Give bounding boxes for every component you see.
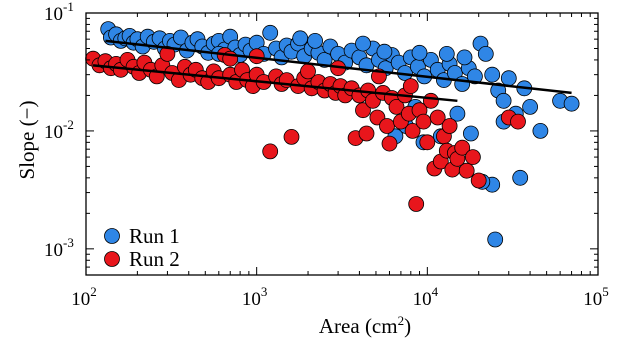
legend-marker-run-1 <box>104 228 120 244</box>
point-run-1-65 <box>477 46 494 62</box>
point-run-2-79 <box>381 135 398 152</box>
x-axis-label-sup: 2 <box>398 313 405 328</box>
point-run-1-83 <box>462 125 479 142</box>
point-run-1-71 <box>512 169 529 186</box>
trend-line-run-1 <box>105 39 572 95</box>
point-run-1-94 <box>456 49 473 66</box>
point-run-1-93 <box>438 46 455 62</box>
y-axis-label: Slope (−) <box>15 101 39 180</box>
legend-marker-run-2 <box>104 251 120 267</box>
point-run-2-78 <box>358 125 375 142</box>
point-run-1-86 <box>449 105 466 122</box>
point-run-1-66 <box>484 66 501 83</box>
point-run-2-53 <box>379 118 395 134</box>
point-run-2-76 <box>464 149 481 166</box>
point-run-2-55 <box>388 99 405 115</box>
point-run-1-95 <box>376 43 393 60</box>
point-run-1-77 <box>487 231 504 248</box>
point-run-1-31 <box>262 24 279 41</box>
point-run-2-81 <box>510 113 526 130</box>
point-run-1-73 <box>522 99 538 115</box>
point-run-2-64 <box>422 92 439 109</box>
point-run-1-68 <box>495 92 512 109</box>
trend-line-run-2 <box>92 64 458 103</box>
point-run-2-77 <box>470 172 487 189</box>
point-run-2-66 <box>429 109 446 126</box>
point-run-1-89 <box>292 30 309 47</box>
x-axis-label: Area (cm2) <box>319 313 411 338</box>
point-run-1-90 <box>355 35 371 52</box>
point-run-2-70 <box>441 118 458 134</box>
y-tick-label: 10-1 <box>44 0 74 25</box>
plot-frame <box>85 12 599 276</box>
point-run-1-91 <box>307 33 324 49</box>
x-axis-label-base: Area (cm <box>319 314 398 338</box>
point-run-2-62 <box>415 113 432 130</box>
trend-lines <box>92 39 572 103</box>
legend-label-run-1: Run 1 <box>129 224 180 248</box>
x-axis-label-close: ) <box>404 314 411 338</box>
y-tick-label: 10-3 <box>44 235 74 261</box>
data-points <box>85 21 580 248</box>
point-run-1-40 <box>316 52 333 68</box>
point-run-1-74 <box>532 122 549 139</box>
point-run-1-69 <box>500 70 517 87</box>
point-run-2-13 <box>159 46 176 62</box>
point-run-2-59 <box>404 122 421 139</box>
point-run-2-35 <box>283 128 300 145</box>
legend-label-run-2: Run 2 <box>129 247 180 271</box>
point-run-2-86 <box>402 78 419 94</box>
point-run-2-63 <box>419 134 436 151</box>
x-tick-label: 104 <box>413 284 439 310</box>
point-run-2-75 <box>458 162 475 179</box>
axis-ticks: 102 103 104 105 10-3 10-2 10-1 <box>44 0 609 310</box>
point-run-1-76 <box>563 95 580 112</box>
x-tick-label: 103 <box>242 284 268 310</box>
point-run-1-92 <box>411 44 428 61</box>
point-run-2-74 <box>454 139 471 156</box>
point-run-2-31 <box>262 143 279 160</box>
point-run-1-63 <box>466 68 483 85</box>
point-run-2-48 <box>355 102 371 119</box>
legend: Run 1 Run 2 <box>104 224 180 271</box>
x-tick-label: 102 <box>71 284 97 310</box>
point-run-2-82 <box>300 63 316 80</box>
x-tick-label: 105 <box>583 284 609 310</box>
point-run-2-60 <box>408 196 425 212</box>
y-tick-label: 10-2 <box>44 117 74 143</box>
